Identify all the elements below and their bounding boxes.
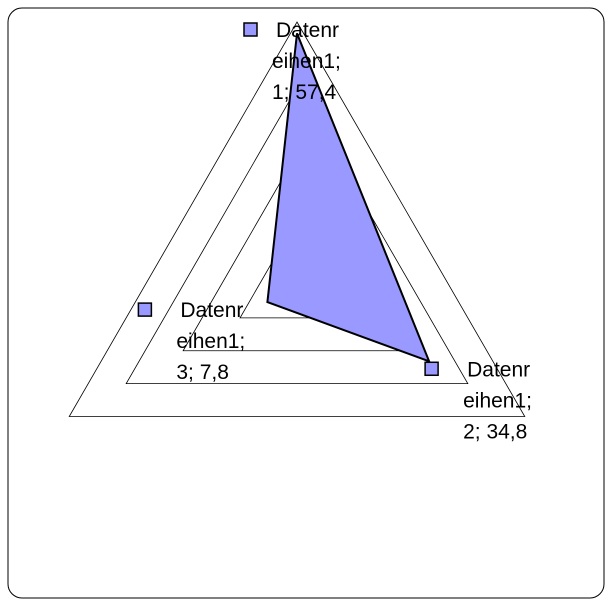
data-label: Datenr eihen1; 3; 7,8 xyxy=(176,299,245,384)
plot xyxy=(266,33,431,363)
label-key xyxy=(424,361,439,377)
labels: Datenr eihen1; 1; 57,4 Datenr eihen1; 2; 34,8… xyxy=(137,19,532,443)
data-label: Datenr eihen1; 2; 34,8 xyxy=(463,358,532,443)
data-label: Datenr eihen1; 1; 57,4 xyxy=(272,19,341,104)
grid-ring xyxy=(68,21,526,417)
radar-area xyxy=(266,33,431,363)
label-key xyxy=(137,302,153,317)
grid-ring xyxy=(125,86,469,385)
label-key xyxy=(243,22,258,37)
